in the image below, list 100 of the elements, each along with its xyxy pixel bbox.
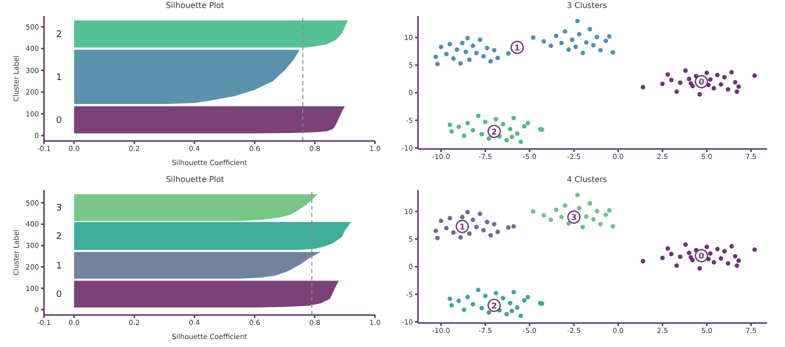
point <box>548 44 554 48</box>
point <box>500 122 506 126</box>
point <box>752 246 757 252</box>
point <box>526 120 530 126</box>
point <box>736 258 741 262</box>
point <box>712 86 716 91</box>
point <box>511 116 516 120</box>
point <box>481 228 486 232</box>
point <box>518 140 524 144</box>
point <box>566 220 571 226</box>
point <box>462 134 466 138</box>
point <box>594 34 600 40</box>
point <box>715 246 720 251</box>
point <box>718 82 724 87</box>
point <box>666 246 670 250</box>
point <box>669 251 674 256</box>
point <box>610 50 616 55</box>
point <box>678 80 682 86</box>
point <box>598 48 603 52</box>
point <box>554 34 558 38</box>
point <box>559 214 564 219</box>
point <box>530 208 536 214</box>
point <box>660 82 665 86</box>
point <box>506 51 511 56</box>
point <box>522 124 527 129</box>
point <box>678 254 682 259</box>
point <box>462 307 466 312</box>
point <box>481 54 486 59</box>
point <box>492 48 496 52</box>
point <box>470 128 476 132</box>
point <box>683 68 688 73</box>
point <box>506 224 511 230</box>
point <box>474 50 479 56</box>
annotation: 2 <box>56 30 62 40</box>
point <box>460 40 465 46</box>
point <box>591 42 596 48</box>
point <box>460 214 465 219</box>
point <box>542 39 546 44</box>
point <box>580 50 586 56</box>
point <box>522 298 527 302</box>
point <box>734 89 740 94</box>
point <box>566 47 571 52</box>
point <box>686 250 692 255</box>
point <box>438 218 444 223</box>
point <box>594 208 600 213</box>
point <box>686 76 692 82</box>
point <box>504 311 509 316</box>
annotation: 0 <box>698 251 705 260</box>
point <box>562 202 568 208</box>
point <box>640 84 646 90</box>
point <box>708 77 713 82</box>
annotation: 2 <box>56 231 62 242</box>
point <box>470 217 476 222</box>
point <box>697 92 702 97</box>
point <box>588 26 592 32</box>
annotation: 1 <box>514 43 520 52</box>
point <box>559 40 564 46</box>
annotation: 1 <box>460 222 466 231</box>
point <box>484 219 490 224</box>
annotation: 0 <box>698 78 705 87</box>
point <box>511 224 516 228</box>
point <box>584 40 589 45</box>
point <box>697 266 702 270</box>
point <box>508 300 512 305</box>
point <box>451 56 456 61</box>
point <box>607 34 612 39</box>
chart-title: 3 Clusters <box>566 0 608 12</box>
point <box>688 81 694 86</box>
point <box>729 244 734 248</box>
point <box>510 308 514 313</box>
point <box>486 310 492 314</box>
point <box>483 293 488 298</box>
point <box>504 138 509 142</box>
point <box>488 59 493 64</box>
point <box>476 114 480 118</box>
point <box>510 134 514 140</box>
point <box>448 42 452 46</box>
point <box>554 207 558 212</box>
point <box>449 129 454 134</box>
point <box>470 44 476 48</box>
point <box>604 38 608 44</box>
point <box>666 72 670 77</box>
point <box>660 255 665 260</box>
point <box>573 44 578 50</box>
point <box>494 116 498 122</box>
point <box>495 229 500 234</box>
annotation: 1 <box>56 72 62 83</box>
point <box>465 120 470 126</box>
point <box>465 209 470 214</box>
point <box>752 73 757 78</box>
point <box>438 44 444 50</box>
point <box>562 29 568 34</box>
point <box>604 212 608 217</box>
point <box>683 242 688 246</box>
point <box>518 313 524 318</box>
annotation: 2 <box>491 127 497 136</box>
point <box>530 35 536 40</box>
point <box>736 84 741 89</box>
point <box>495 56 500 60</box>
point <box>732 80 738 84</box>
